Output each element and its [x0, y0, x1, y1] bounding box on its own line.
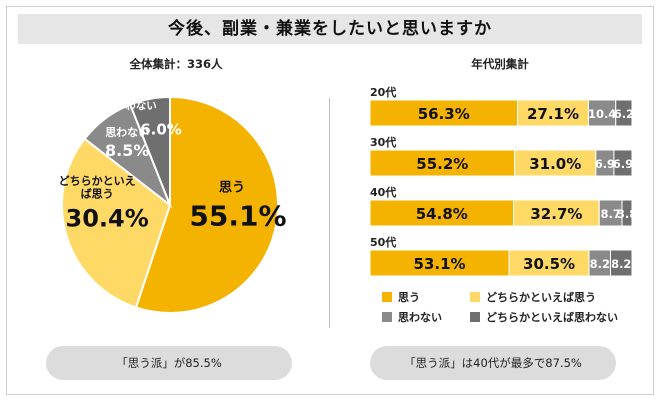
- bar-segment-rather-no: [610, 249, 633, 277]
- bar-segment-rather-no: [615, 99, 633, 127]
- category-label: 40代: [370, 185, 396, 199]
- pie-category-label: 思う: [219, 180, 245, 195]
- bars-subtitle: 年代別集計: [471, 57, 529, 71]
- bar-segment-rather-yes: [514, 149, 597, 177]
- category-label: 20代: [370, 85, 396, 99]
- bar-value-label: 27.1%: [527, 105, 579, 123]
- bar-value-label: 3.8: [617, 207, 637, 221]
- pie-value-label: 30.4%: [66, 204, 149, 232]
- bar-value-label: 53.1%: [414, 255, 466, 273]
- bar-value-label: 6.2: [614, 107, 634, 121]
- category-label: 50代: [370, 235, 396, 249]
- pie-category-label: 思わない: [105, 126, 149, 139]
- pie-slice-rather-yes: [61, 137, 172, 309]
- bar-value-label: 6.9: [595, 157, 615, 171]
- pie-chart: 思う 55.1% どちらかといえば思う 30.4% 思わない 8.5% どちらかといえば思わ…: [59, 86, 287, 314]
- legend-swatch-no: [382, 312, 392, 322]
- category-label: 30代: [370, 135, 396, 149]
- pie-category-label: どちらかといえば思: [94, 86, 189, 99]
- legend-item-rather-no: どちらかといえば思わない: [470, 311, 618, 325]
- chart-legend: 思う どちらかといえば思う 思わない どちらかといえば思わない: [382, 289, 652, 329]
- legend-label: どちらかといえば思わない: [486, 311, 618, 324]
- legend-swatch-rather-yes: [470, 292, 480, 302]
- bar-segment-rather-no: [613, 149, 633, 177]
- legend-item-rather-yes: どちらかといえば思う: [470, 291, 596, 305]
- bar-value-label: 6.9: [613, 157, 633, 171]
- title-band: 今後、副業・兼業をしたいと思いますか: [18, 14, 642, 44]
- legend-item-yes: 思う: [382, 291, 420, 305]
- legend-label: 思わない: [398, 311, 442, 324]
- pie-value-label: 55.1%: [189, 199, 286, 232]
- legend-swatch-rather-no: [470, 312, 480, 322]
- bar-segment-rather-no: [621, 199, 633, 227]
- bar-value-label: 8.2: [611, 257, 631, 271]
- pie-summary-pill: 「思う派」が85.5%: [46, 346, 292, 380]
- legend-swatch-yes: [382, 292, 392, 302]
- bar-segment-yes: [369, 99, 519, 127]
- pie-slice-rather-no: [128, 95, 171, 206]
- bar-value-label: 10.4: [588, 107, 616, 121]
- stacked-bar-chart: 20代 56.3% 27.1% 10.46.2 30代 55.2% 31.0% 6.96.9 4…: [369, 85, 637, 277]
- bars-summary-pill: 「思う派」は40代が最多で87.5%: [370, 346, 616, 380]
- pie-subtitle: 全体集計：336人: [129, 57, 223, 71]
- bar-value-label: 8.7: [600, 207, 620, 221]
- pie-value-label: 8.5%: [105, 141, 149, 160]
- bar-value-label: 56.3%: [418, 105, 470, 123]
- bar-value-label: 55.2%: [416, 155, 468, 173]
- bar-value-label: 32.7%: [530, 205, 582, 223]
- bar-segment-rather-yes: [508, 249, 590, 277]
- bar-segment-no: [588, 99, 617, 127]
- bar-value-label: 30.5%: [523, 255, 575, 273]
- pie-category-label: ば思う: [81, 186, 114, 200]
- legend-item-no: 思わない: [382, 311, 442, 325]
- bar-value-label: 54.8%: [416, 205, 468, 223]
- bar-value-label: 31.0%: [529, 155, 581, 173]
- bar-segment-rather-yes: [513, 199, 600, 227]
- pie-value-label: 6.0%: [140, 120, 182, 138]
- page-title: 今後、副業・兼業をしたいと思いますか: [168, 19, 492, 39]
- legend-label: 思う: [398, 291, 420, 304]
- legend-label: どちらかといえば思う: [486, 291, 596, 304]
- bar-segment-yes: [369, 249, 510, 277]
- bar-segment-yes: [369, 199, 515, 227]
- pie-category-label: わない: [125, 100, 156, 112]
- pie-slice-yes: [134, 95, 280, 314]
- pie-category-label: どちらかといえ: [59, 174, 136, 187]
- divider: [329, 98, 330, 328]
- bar-value-label: 8.2: [590, 257, 610, 271]
